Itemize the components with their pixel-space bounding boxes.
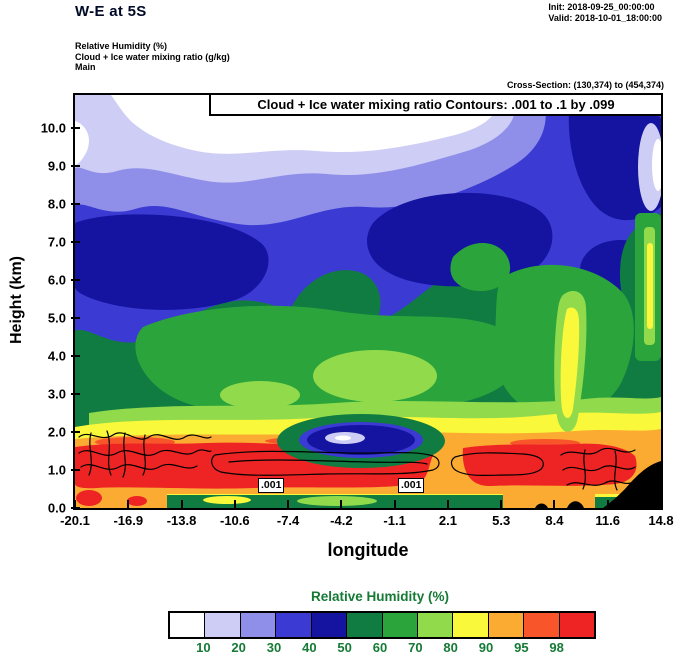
y-tick-label: 10.0 [40, 120, 66, 136]
colorbar-cell [240, 613, 277, 637]
colorbar-cell [524, 613, 560, 637]
colorbar-cell [311, 613, 348, 637]
colorbar-tick-label: 40 [302, 640, 317, 655]
run-times: Init: 2018-09-25_00:00:00 Valid: 2018-10… [548, 2, 662, 24]
colorbar-tick-label: 10 [196, 640, 211, 655]
colorbar-tick-label: 80 [443, 640, 458, 655]
x-tick-label: 5.3 [492, 513, 511, 528]
x-tick-label: -10.6 [219, 513, 250, 528]
colorbar [168, 611, 596, 639]
x-tick-label: 2.1 [438, 513, 457, 528]
colorbar-labels: 10 20 30 40 50 60 70 80 90 95 98 [168, 640, 592, 656]
field-description: Relative Humidity (%) Cloud + Ice water … [75, 41, 230, 73]
colorbar-cell [170, 613, 206, 637]
plot-area: Cloud + Ice water mixing ratio Contours:… [73, 93, 663, 510]
x-tick-label: 8.4 [545, 513, 564, 528]
colorbar-cell [417, 613, 454, 637]
colorbar-cell [205, 613, 241, 637]
x-tick-label: -1.1 [383, 513, 406, 528]
colorbar-tick-label: 30 [266, 640, 282, 655]
x-tick-label: 11.6 [595, 513, 621, 528]
terrain-shape [535, 461, 661, 508]
colorbar-title: Relative Humidity (%) [310, 589, 450, 604]
y-tick-label: 4.0 [47, 348, 66, 364]
x-tick-label: -20.1 [60, 513, 90, 528]
field-line-cloudice: Cloud + Ice water mixing ratio (g/kg) [75, 51, 230, 62]
contour-value-label: .001 [258, 478, 285, 493]
y-axis-title: Height (km) [8, 256, 25, 344]
colorbar-tick-label: 95 [514, 640, 529, 655]
colorbar-tick-label: 98 [549, 640, 564, 655]
colorbar-cell [347, 613, 383, 637]
init-time: Init: 2018-09-25_00:00:00 [548, 2, 655, 12]
x-tick-label: -4.2 [330, 513, 353, 528]
colorbar-cell [559, 613, 595, 637]
colorbar-tick-label: 70 [408, 640, 423, 655]
dry-pocket [277, 414, 445, 468]
y-tick-label: 2.0 [47, 424, 66, 440]
x-tick-label: -13.8 [166, 513, 197, 528]
y-tick-label: 5.0 [47, 310, 66, 326]
colorbar-tick-label: 50 [337, 640, 352, 655]
x-tick-label: 14.8 [648, 513, 674, 528]
x-tick-label: -7.4 [276, 513, 300, 528]
x-axis-title: longitude [327, 540, 409, 560]
contour-note-box: Cloud + Ice water mixing ratio Contours:… [209, 95, 661, 116]
y-tick-label: 3.0 [47, 386, 66, 402]
colorbar-cell [382, 613, 418, 637]
y-tick-label: 6.0 [47, 272, 66, 288]
contour-value-label: .001 [398, 478, 425, 493]
y-tick-label: 8.0 [47, 196, 66, 212]
colorbar-cell [453, 613, 489, 637]
cloud-contour-lines [78, 430, 636, 491]
y-tick-label: 1.0 [47, 462, 66, 478]
valid-time: Valid: 2018-10-01_18:00:00 [548, 13, 662, 23]
cross-section-coords: Cross-Section: (130,374) to (454,374) [506, 80, 664, 90]
figure-title: W-E at 5S [75, 3, 147, 20]
y-tick-label: 0.0 [47, 500, 66, 516]
rh-contour-field [75, 95, 661, 508]
colorbar-tick-label: 60 [372, 640, 388, 655]
colorbar-tick-label: 90 [478, 640, 494, 655]
x-tick-label: -16.9 [113, 513, 144, 528]
field-line-domain: Main [75, 62, 96, 72]
colorbar-cell [488, 613, 525, 637]
colorbar-cell [276, 613, 312, 637]
y-tick-label: 9.0 [47, 158, 66, 174]
colorbar-tick-label: 20 [231, 640, 246, 655]
y-tick-label: 7.0 [47, 234, 66, 250]
field-line-rh: Relative Humidity (%) [75, 41, 168, 51]
